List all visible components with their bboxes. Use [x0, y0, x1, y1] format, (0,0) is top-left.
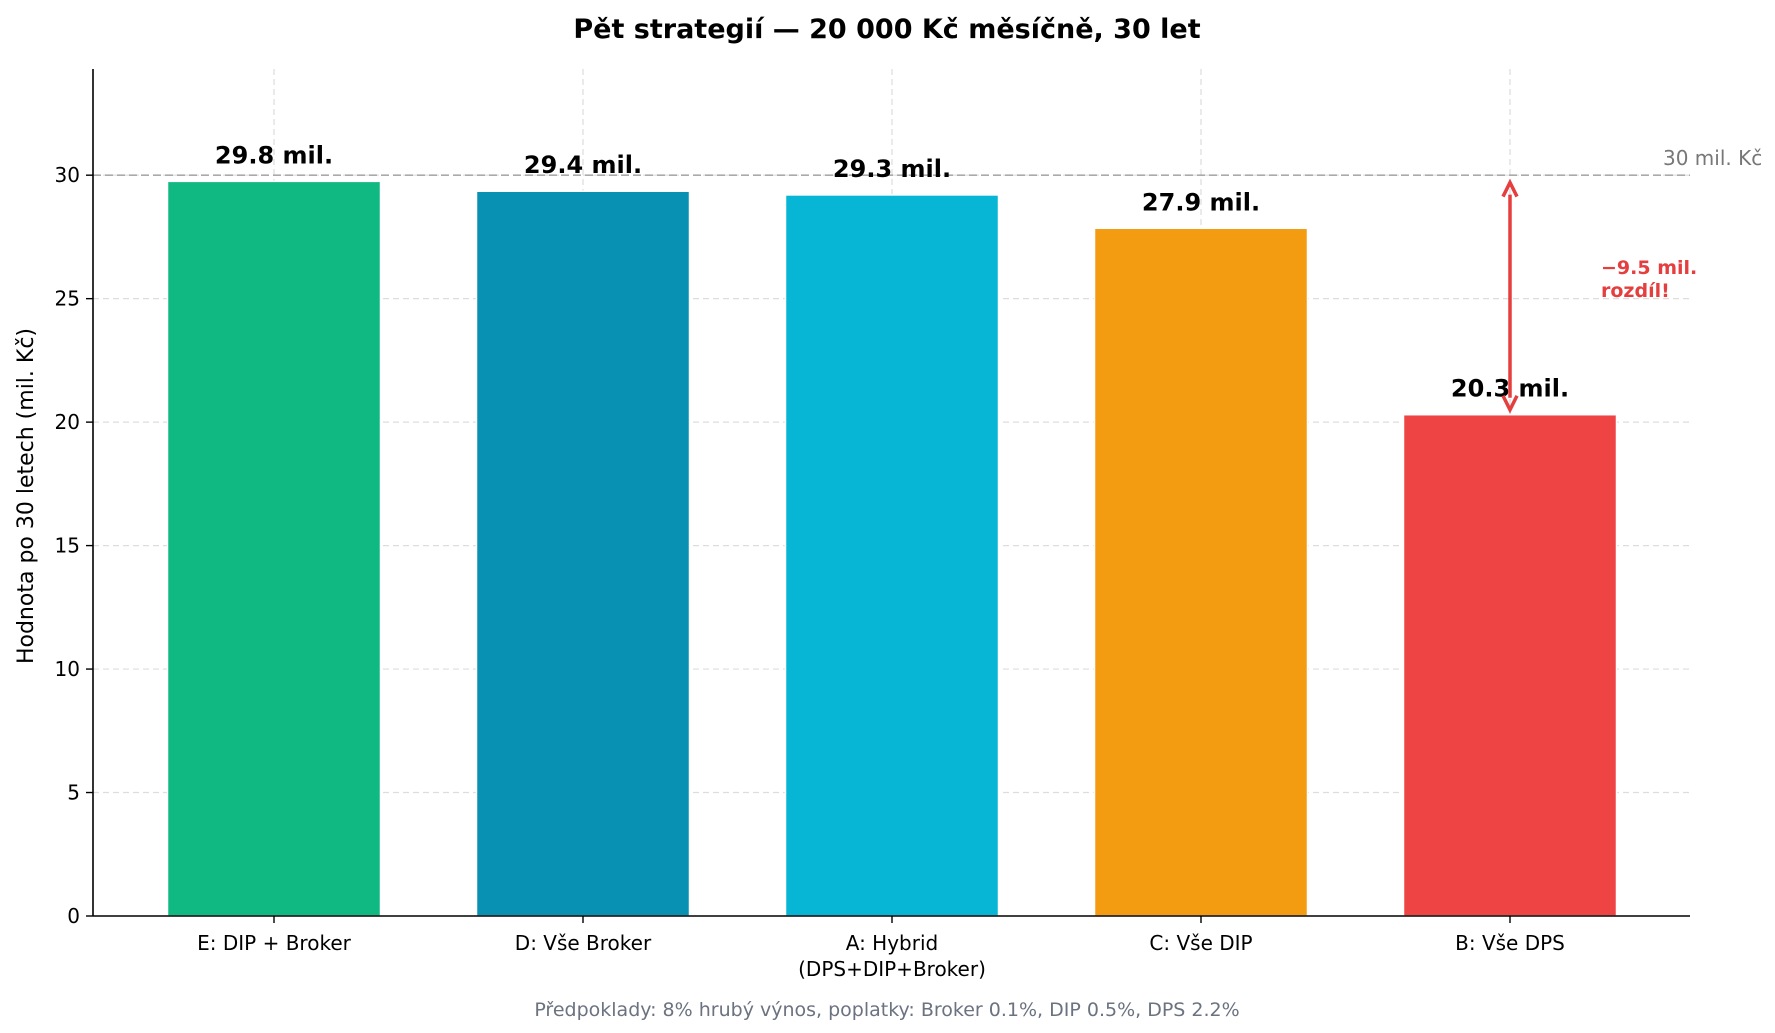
bar — [1402, 413, 1618, 917]
reference-line-group: 30 mil. Kč — [93, 146, 1762, 176]
value-label: 29.3 mil. — [833, 155, 951, 183]
bar — [475, 190, 691, 917]
value-labels: 29.8 mil. 29.4 mil. 29.3 mil.27.9 mil.20.3… — [215, 141, 1569, 402]
x-tick-label: A: Hybrid — [846, 931, 938, 955]
annotation-text: rozdíl! — [1601, 280, 1670, 302]
value-label: 29.8 mil. — [215, 141, 333, 169]
y-axis-label: Hodnota po 30 letech (mil. Kč) — [14, 328, 39, 664]
y-tick-label: 10 — [55, 657, 80, 681]
bar — [1093, 227, 1309, 917]
x-tick-label: E: DIP + Broker — [197, 931, 351, 955]
y-tick-label: 5 — [67, 781, 80, 805]
footnote: Předpoklady: 8% hrubý výnos, poplatky: B… — [534, 999, 1239, 1021]
x-tick-label: (DPS+DIP+Broker) — [798, 957, 986, 981]
difference-annotation: −9.5 mil.rozdíl! — [1501, 178, 1697, 414]
y-tick-label: 15 — [55, 534, 80, 558]
x-tick-label: D: Vše Broker — [515, 931, 652, 955]
value-label: 27.9 mil. — [1142, 188, 1260, 216]
y-ticks: 0 5 10 15 20 25 30 — [55, 163, 93, 928]
y-tick-label: 20 — [55, 410, 80, 434]
reference-line-label: 30 mil. Kč — [1663, 146, 1762, 170]
value-label: 29.4 mil. — [524, 151, 642, 179]
annotation-text: −9.5 mil. — [1601, 257, 1697, 279]
annotation-arrowhead-up — [1501, 178, 1519, 198]
y-tick-label: 0 — [67, 904, 80, 928]
annotation-arrowhead-down — [1501, 394, 1519, 414]
bars — [166, 180, 1618, 917]
y-tick-label: 30 — [55, 163, 80, 187]
bar — [166, 180, 382, 917]
y-tick-label: 25 — [55, 287, 80, 311]
x-tick-label: C: Vše DIP — [1149, 931, 1252, 955]
chart-title: Pět strategií — 20 000 Kč měsíčně, 30 le… — [573, 14, 1200, 45]
x-ticks: E: DIP + Broker D: Vše Broker A: Hybrid(DP… — [197, 916, 1565, 981]
bar — [784, 194, 1000, 917]
x-tick-label: B: Vše DPS — [1455, 931, 1565, 955]
